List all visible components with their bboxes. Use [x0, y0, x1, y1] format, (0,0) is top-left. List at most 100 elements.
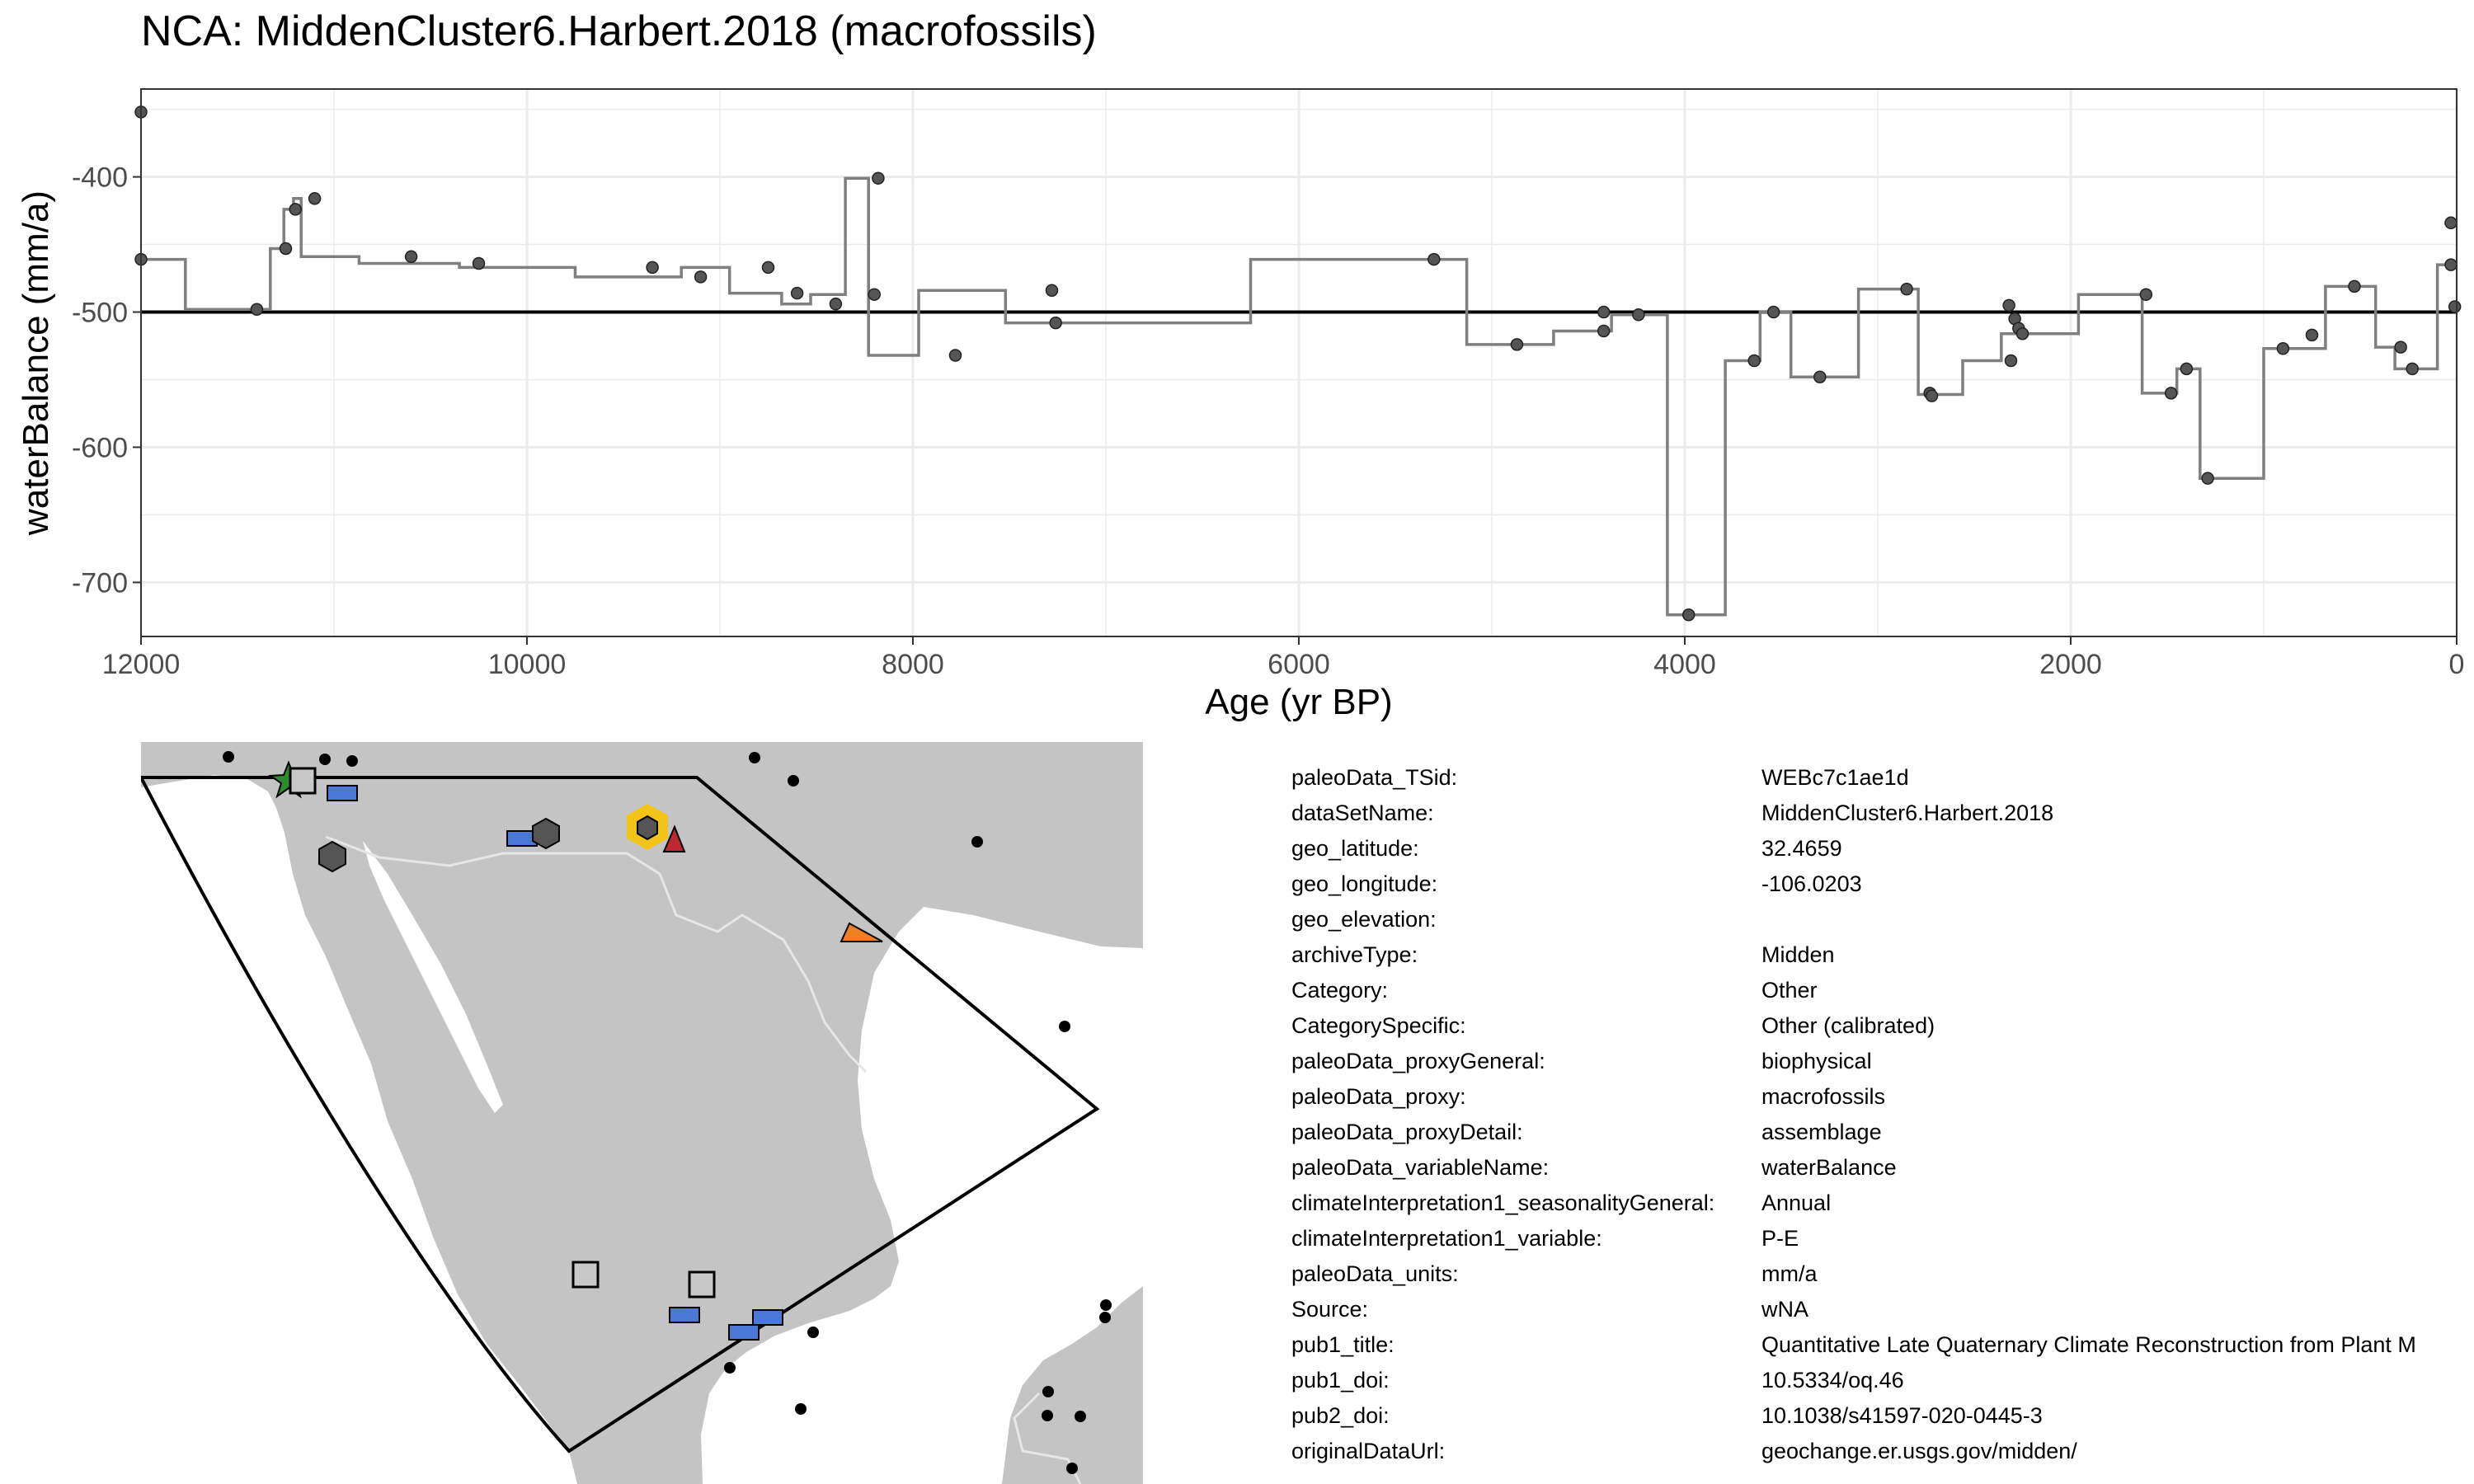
region-boundary [141, 776, 1100, 1453]
data-point [308, 192, 322, 205]
metadata-key: Category: [1291, 978, 1389, 1003]
data-points [134, 106, 2462, 622]
metadata-key: CategorySpecific: [1291, 1013, 1466, 1038]
blue-rectangle-marker [728, 1324, 760, 1341]
blue-rectangle-marker [669, 1307, 700, 1323]
data-point [694, 270, 708, 284]
data-point [2448, 300, 2462, 313]
data-point [1632, 308, 1645, 322]
data-point [2348, 279, 2361, 294]
gray-square-marker [571, 1261, 600, 1289]
black-dot-marker [1042, 1410, 1053, 1421]
black-dot-marker [749, 752, 760, 763]
black-dot-marker [724, 1362, 736, 1374]
x-tick-label: 2000 [2039, 649, 2102, 680]
metadata-key: paleoData_TSid: [1291, 765, 1458, 790]
chart-title: NCA: MiddenCluster6.Harbert.2018 (macrof… [141, 7, 1097, 55]
metadata-value: geochange.er.usgs.gov/midden/ [1761, 1439, 2077, 1463]
data-point [2015, 327, 2030, 340]
y-tick-label: -500 [72, 298, 128, 329]
data-point [2394, 340, 2407, 354]
data-point [2180, 362, 2194, 376]
x-axis-ticks: 12000 10000 8000 6000 4000 2000 0 [102, 636, 2465, 680]
y-axis-label: waterBalance (mm/a) [16, 190, 56, 536]
black-dot-marker [971, 836, 983, 848]
blue-rectangle-marker [506, 830, 538, 847]
metadata-value: macrofossils [1761, 1084, 1886, 1109]
black-dot-marker [1100, 1299, 1112, 1311]
metadata-key: geo_longitude: [1291, 871, 1438, 896]
metadata-key: dataSetName: [1291, 801, 1434, 825]
black-dot-marker [319, 754, 331, 765]
black-dot-marker [1042, 1386, 1054, 1397]
metadata-value: 10.1038/s41597-020-0445-3 [1761, 1403, 2043, 1428]
black-dot-marker [1075, 1411, 1086, 1422]
data-point [790, 286, 804, 300]
highlighted-site-hexagon [627, 804, 668, 850]
x-tick-label: 10000 [488, 649, 567, 680]
gray-square-marker [289, 767, 317, 795]
metadata-value: waterBalance [1761, 1155, 1897, 1180]
x-tick-label: 12000 [102, 649, 181, 680]
green-star-marker [268, 760, 309, 799]
data-point [1510, 338, 1524, 351]
black-dot-marker [807, 1327, 819, 1338]
data-point [1427, 252, 1441, 266]
data-point [472, 256, 486, 270]
metadata-key: climateInterpretation1_variable: [1291, 1226, 1602, 1251]
data-point [2139, 288, 2153, 301]
x-tick-label: 8000 [882, 649, 944, 680]
blue-rectangle-marker [327, 785, 358, 801]
metadata-value: -106.0203 [1761, 871, 1862, 896]
data-point [250, 303, 264, 316]
data-point [1597, 324, 1611, 338]
metadata-key: archiveType: [1291, 942, 1418, 967]
data-point [829, 297, 843, 311]
metadata-value: Quantitative Late Quaternary Climate Rec… [1761, 1332, 2416, 1357]
metadata-value: biophysical [1761, 1049, 1872, 1073]
y-axis-ticks: -400 -500 -600 -700 [72, 162, 141, 599]
data-point [1766, 305, 1780, 319]
metadata-key: paleoData_variableName: [1291, 1155, 1550, 1180]
y-tick-label: -600 [72, 432, 128, 463]
gray-square-marker [688, 1270, 716, 1298]
data-point [2201, 472, 2214, 485]
metadata-value: Midden [1761, 942, 1835, 967]
metadata-key: paleoData_units: [1291, 1261, 1459, 1286]
data-point [1925, 389, 1939, 402]
x-tick-label: 4000 [1653, 649, 1716, 680]
metadata-value: P-E [1761, 1226, 1799, 1251]
border-lines [325, 835, 1082, 1484]
data-point [1747, 354, 1761, 368]
data-point [761, 261, 775, 275]
red-triangle-marker [662, 824, 686, 852]
metadata-value: 32.4659 [1761, 836, 1842, 861]
metadata-key: paleoData_proxy: [1291, 1084, 1466, 1109]
map-site-symbols [268, 760, 883, 1341]
data-point [1045, 284, 1059, 298]
metadata-value: Annual [1761, 1190, 1832, 1215]
metadata-key: climateInterpretation1_seasonalityGenera… [1291, 1190, 1715, 1215]
metadata-key: Source: [1291, 1297, 1369, 1322]
data-point [2164, 387, 2178, 400]
data-point [2406, 362, 2419, 376]
data-point [1813, 370, 1827, 383]
data-point [2444, 258, 2458, 271]
black-dot-marker [1099, 1312, 1111, 1323]
metadata-value: Other (calibrated) [1761, 1013, 1935, 1038]
data-point [872, 171, 885, 185]
data-point [1597, 305, 1611, 319]
land-yucatan [1002, 1286, 1143, 1484]
black-dot-marker [795, 1403, 807, 1415]
y-tick-label: -700 [72, 567, 128, 599]
dark-hexagon-marker [318, 840, 346, 873]
data-point [279, 242, 293, 256]
black-dot-marker [788, 775, 799, 787]
baja-peninsula [320, 837, 462, 1138]
metadata-value: assemblage [1761, 1120, 1882, 1144]
gulf-of-california [363, 841, 503, 1113]
orange-triangle-marker [840, 922, 883, 942]
data-point [1900, 282, 1913, 296]
x-tick-label: 0 [2449, 649, 2465, 680]
blue-rectangle-marker [752, 1309, 783, 1326]
